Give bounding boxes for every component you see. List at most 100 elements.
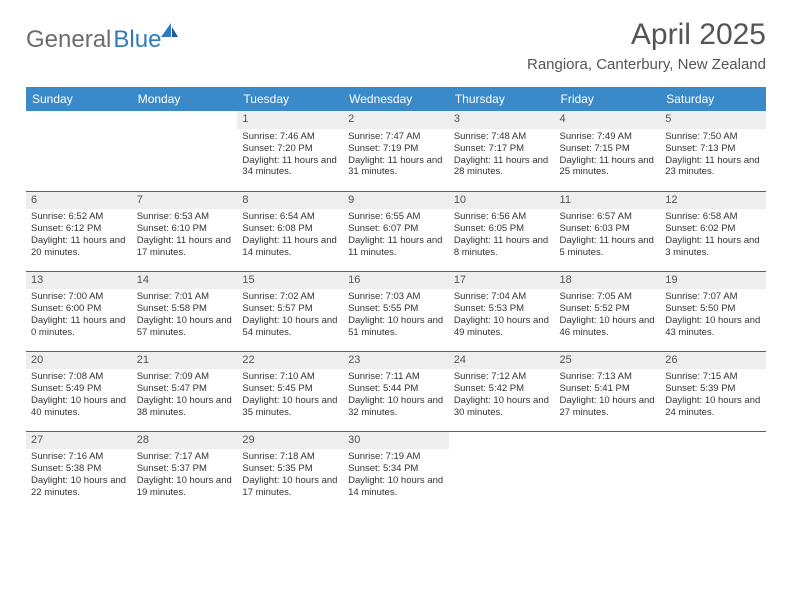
day-number: 5 [660, 111, 766, 129]
day-details: Sunrise: 7:48 AMSunset: 7:17 PMDaylight:… [454, 131, 550, 179]
calendar-day-cell [26, 111, 132, 191]
day-details: Sunrise: 6:53 AMSunset: 6:10 PMDaylight:… [137, 211, 233, 259]
day-number: 15 [237, 272, 343, 290]
calendar-day-cell [555, 431, 661, 511]
day-details: Sunrise: 7:17 AMSunset: 5:37 PMDaylight:… [137, 451, 233, 499]
day-details: Sunrise: 6:52 AMSunset: 6:12 PMDaylight:… [31, 211, 127, 259]
weekday-heading: Friday [555, 87, 661, 111]
day-details: Sunrise: 7:09 AMSunset: 5:47 PMDaylight:… [137, 371, 233, 419]
day-number: 18 [555, 272, 661, 290]
calendar-day-cell: 24Sunrise: 7:12 AMSunset: 5:42 PMDayligh… [449, 351, 555, 431]
day-number: 7 [132, 192, 238, 210]
calendar-day-cell: 2 Sunrise: 7:47 AMSunset: 7:19 PMDaylight… [343, 111, 449, 191]
calendar-day-cell: 19Sunrise: 7:07 AMSunset: 5:50 PMDayligh… [660, 271, 766, 351]
day-number: 10 [449, 192, 555, 210]
day-details: Sunrise: 7:11 AMSunset: 5:44 PMDaylight:… [348, 371, 444, 419]
calendar-day-cell: 12Sunrise: 6:58 AMSunset: 6:02 PMDayligh… [660, 191, 766, 271]
day-details: Sunrise: 7:00 AMSunset: 6:00 PMDaylight:… [31, 291, 127, 339]
calendar-table: Sunday Monday Tuesday Wednesday Thursday… [26, 87, 766, 511]
day-details: Sunrise: 7:08 AMSunset: 5:49 PMDaylight:… [31, 371, 127, 419]
calendar-day-cell [660, 431, 766, 511]
day-details: Sunrise: 7:16 AMSunset: 5:38 PMDaylight:… [31, 451, 127, 499]
day-number: 19 [660, 272, 766, 290]
day-details: Sunrise: 7:49 AMSunset: 7:15 PMDaylight:… [560, 131, 656, 179]
calendar-week-row: 1 Sunrise: 7:46 AMSunset: 7:20 PMDaylight… [26, 111, 766, 191]
day-number: 13 [26, 272, 132, 290]
weekday-heading: Sunday [26, 87, 132, 111]
logo-sail-icon [161, 23, 171, 37]
calendar-day-cell [132, 111, 238, 191]
day-number: 20 [26, 352, 132, 370]
day-details: Sunrise: 7:12 AMSunset: 5:42 PMDaylight:… [454, 371, 550, 419]
weekday-heading: Thursday [449, 87, 555, 111]
day-details: Sunrise: 7:04 AMSunset: 5:53 PMDaylight:… [454, 291, 550, 339]
calendar-day-cell: 10Sunrise: 6:56 AMSunset: 6:05 PMDayligh… [449, 191, 555, 271]
day-number: 11 [555, 192, 661, 210]
day-details: Sunrise: 7:46 AMSunset: 7:20 PMDaylight:… [242, 131, 338, 179]
calendar-day-cell: 14Sunrise: 7:01 AMSunset: 5:58 PMDayligh… [132, 271, 238, 351]
calendar-week-row: 20Sunrise: 7:08 AMSunset: 5:49 PMDayligh… [26, 351, 766, 431]
calendar-week-row: 13Sunrise: 7:00 AMSunset: 6:00 PMDayligh… [26, 271, 766, 351]
day-details: Sunrise: 7:05 AMSunset: 5:52 PMDaylight:… [560, 291, 656, 339]
day-details: Sunrise: 7:47 AMSunset: 7:19 PMDaylight:… [348, 131, 444, 179]
day-number: 16 [343, 272, 449, 290]
calendar-day-cell: 9Sunrise: 6:55 AMSunset: 6:07 PMDaylight… [343, 191, 449, 271]
weekday-heading: Saturday [660, 87, 766, 111]
calendar-day-cell: 13Sunrise: 7:00 AMSunset: 6:00 PMDayligh… [26, 271, 132, 351]
day-number: 9 [343, 192, 449, 210]
weekday-heading: Monday [132, 87, 238, 111]
day-details: Sunrise: 7:10 AMSunset: 5:45 PMDaylight:… [242, 371, 338, 419]
calendar-day-cell: 30Sunrise: 7:19 AMSunset: 5:34 PMDayligh… [343, 431, 449, 511]
logo: General Blue [26, 26, 179, 54]
day-details: Sunrise: 7:15 AMSunset: 5:39 PMDaylight:… [665, 371, 761, 419]
day-details: Sunrise: 7:50 AMSunset: 7:13 PMDaylight:… [665, 131, 761, 179]
day-details: Sunrise: 6:57 AMSunset: 6:03 PMDaylight:… [560, 211, 656, 259]
calendar-week-row: 27Sunrise: 7:16 AMSunset: 5:38 PMDayligh… [26, 431, 766, 511]
calendar-day-cell: 26Sunrise: 7:15 AMSunset: 5:39 PMDayligh… [660, 351, 766, 431]
logo-sail-icon-2 [172, 27, 178, 37]
day-number: 27 [26, 432, 132, 450]
calendar-day-cell: 11Sunrise: 6:57 AMSunset: 6:03 PMDayligh… [555, 191, 661, 271]
calendar-day-cell: 29Sunrise: 7:18 AMSunset: 5:35 PMDayligh… [237, 431, 343, 511]
calendar-day-cell: 20Sunrise: 7:08 AMSunset: 5:49 PMDayligh… [26, 351, 132, 431]
day-number: 25 [555, 352, 661, 370]
day-number: 23 [343, 352, 449, 370]
day-details: Sunrise: 7:03 AMSunset: 5:55 PMDaylight:… [348, 291, 444, 339]
day-number: 21 [132, 352, 238, 370]
calendar-body: 1 Sunrise: 7:46 AMSunset: 7:20 PMDaylight… [26, 111, 766, 511]
day-number: 29 [237, 432, 343, 450]
day-number: 22 [237, 352, 343, 370]
logo-text-blue: Blue [113, 26, 161, 54]
calendar-day-cell: 6Sunrise: 6:52 AMSunset: 6:12 PMDaylight… [26, 191, 132, 271]
day-details: Sunrise: 6:55 AMSunset: 6:07 PMDaylight:… [348, 211, 444, 259]
day-details: Sunrise: 6:54 AMSunset: 6:08 PMDaylight:… [242, 211, 338, 259]
day-details: Sunrise: 7:19 AMSunset: 5:34 PMDaylight:… [348, 451, 444, 499]
day-number: 12 [660, 192, 766, 210]
day-number: 14 [132, 272, 238, 290]
calendar-page: General Blue April 2025 Rangiora, Canter… [0, 0, 792, 521]
day-number: 26 [660, 352, 766, 370]
logo-text-general: General [26, 26, 111, 54]
calendar-day-cell: 4 Sunrise: 7:49 AMSunset: 7:15 PMDaylight… [555, 111, 661, 191]
day-details: Sunrise: 7:01 AMSunset: 5:58 PMDaylight:… [137, 291, 233, 339]
day-number: 3 [449, 111, 555, 129]
day-details: Sunrise: 7:13 AMSunset: 5:41 PMDaylight:… [560, 371, 656, 419]
calendar-day-cell: 25Sunrise: 7:13 AMSunset: 5:41 PMDayligh… [555, 351, 661, 431]
day-number: 6 [26, 192, 132, 210]
calendar-day-cell: 17Sunrise: 7:04 AMSunset: 5:53 PMDayligh… [449, 271, 555, 351]
day-number: 2 [343, 111, 449, 129]
day-details: Sunrise: 7:02 AMSunset: 5:57 PMDaylight:… [242, 291, 338, 339]
day-number: 24 [449, 352, 555, 370]
day-number: 4 [555, 111, 661, 129]
calendar-day-cell: 1 Sunrise: 7:46 AMSunset: 7:20 PMDaylight… [237, 111, 343, 191]
calendar-day-cell: 5 Sunrise: 7:50 AMSunset: 7:13 PMDaylight… [660, 111, 766, 191]
calendar-day-cell: 22Sunrise: 7:10 AMSunset: 5:45 PMDayligh… [237, 351, 343, 431]
calendar-week-row: 6Sunrise: 6:52 AMSunset: 6:12 PMDaylight… [26, 191, 766, 271]
calendar-day-cell: 3 Sunrise: 7:48 AMSunset: 7:17 PMDaylight… [449, 111, 555, 191]
day-number: 28 [132, 432, 238, 450]
day-details: Sunrise: 6:56 AMSunset: 6:05 PMDaylight:… [454, 211, 550, 259]
weekday-heading: Wednesday [343, 87, 449, 111]
calendar-day-cell: 8Sunrise: 6:54 AMSunset: 6:08 PMDaylight… [237, 191, 343, 271]
calendar-day-cell: 15Sunrise: 7:02 AMSunset: 5:57 PMDayligh… [237, 271, 343, 351]
day-number: 1 [237, 111, 343, 129]
